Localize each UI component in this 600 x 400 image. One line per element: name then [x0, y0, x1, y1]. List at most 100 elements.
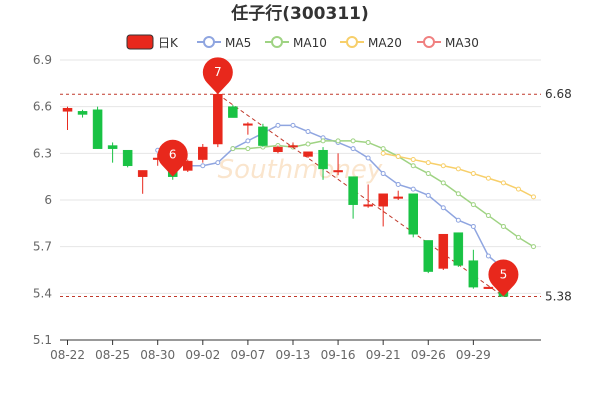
ma-point-ma5 — [215, 160, 221, 166]
ma-point-ma5 — [425, 192, 431, 198]
legend-swatch-circle — [271, 36, 283, 48]
candle — [243, 122, 253, 135]
candle-body — [77, 111, 88, 115]
ma-point-ma10 — [365, 139, 371, 145]
candle — [483, 286, 494, 289]
x-axis: 08-22 08-25 08-30 09-02 09-07 09-13 09-16 09-21… — [50, 339, 541, 362]
y-tick-label: 6.6 — [33, 100, 52, 114]
candle — [213, 91, 223, 148]
candle — [288, 142, 298, 148]
candle — [423, 240, 434, 274]
ma-point-ma10 — [335, 138, 341, 144]
legend-label: MA30 — [445, 36, 479, 50]
candle-body — [183, 160, 193, 171]
ma-point-ma10 — [500, 223, 506, 229]
candle — [258, 123, 268, 148]
candle — [183, 159, 193, 172]
legend-swatch-circle — [346, 36, 358, 48]
marker-pin: 7 — [202, 57, 233, 95]
ma-point-ma5 — [245, 138, 251, 144]
candle-body — [483, 286, 494, 289]
x-tick-label: 09-21 — [366, 348, 401, 362]
candle-body — [438, 233, 449, 269]
candle — [438, 233, 449, 270]
ma-point-ma10 — [485, 213, 491, 219]
candle-body — [122, 149, 133, 167]
ma-point-ma10 — [230, 146, 236, 152]
marker-pin-label: 7 — [214, 65, 222, 79]
ma-point-ma5 — [290, 122, 296, 128]
marker-pin: 5 — [488, 259, 519, 297]
candle-body — [393, 196, 403, 199]
candle — [303, 151, 313, 158]
legend: 日K MA5 MA10 MA20 MA30 — [126, 34, 479, 50]
ma-point-ma5 — [440, 205, 446, 211]
candle — [333, 153, 343, 176]
ma-point-ma5 — [305, 129, 311, 135]
candle — [77, 109, 88, 118]
ma-point-ma20 — [515, 186, 521, 192]
marker-pin-label: 5 — [500, 267, 508, 281]
candle-body — [288, 145, 298, 148]
ma-line-ma5 — [157, 124, 504, 270]
candle-body — [348, 176, 358, 205]
legend-swatch-circle — [423, 36, 435, 48]
ma-point-ma10 — [425, 171, 431, 177]
ma-point-ma10 — [320, 138, 326, 144]
ma-point-ma5 — [380, 171, 386, 177]
candle — [378, 193, 388, 227]
candle-body — [243, 123, 253, 126]
candle-body — [333, 170, 343, 173]
ma-point-ma10 — [455, 191, 461, 197]
ma-point-ma10 — [350, 138, 356, 144]
candle-body — [213, 93, 223, 145]
y-tick-label: 6.3 — [33, 146, 52, 160]
ma-point-ma20 — [395, 153, 401, 159]
legend-item-ma20: MA20 — [340, 36, 402, 50]
candle — [92, 106, 103, 149]
legend-label: MA10 — [293, 36, 327, 50]
x-tick-label: 09-16 — [321, 348, 356, 362]
y-tick-label: 5.1 — [33, 333, 52, 347]
ma-point-ma10 — [530, 244, 536, 250]
x-tick-label: 09-02 — [185, 348, 220, 362]
marker-pin-label: 6 — [169, 148, 177, 162]
candle — [318, 147, 328, 180]
candle — [122, 149, 133, 168]
candle — [107, 142, 118, 163]
ma-point-ma5 — [365, 155, 371, 161]
x-tick-label: 09-29 — [456, 348, 491, 362]
candle — [408, 193, 418, 238]
candle-body — [408, 193, 418, 235]
candle-body — [273, 146, 283, 153]
legend-swatch-circle — [203, 36, 215, 48]
candle — [348, 176, 358, 219]
marker-pin-shape — [202, 57, 233, 95]
ma-point-ma5 — [455, 217, 461, 223]
legend-label: 日K — [158, 36, 179, 50]
x-tick-label: 08-30 — [140, 348, 175, 362]
ma-point-ma20 — [440, 163, 446, 169]
candle-body — [423, 240, 434, 272]
ma-point-ma10 — [305, 141, 311, 147]
ma-point-ma10 — [410, 163, 416, 169]
candle — [62, 106, 73, 130]
legend-item-日k: 日K — [126, 34, 179, 50]
ma-point-ma10 — [515, 234, 521, 240]
ma-point-ma5 — [470, 223, 476, 229]
legend-label: MA5 — [225, 36, 251, 50]
ma-point-ma5 — [275, 122, 281, 128]
y-axis: 5.1 5.4 5.7 6 6.3 6.6 6.9 — [33, 53, 52, 347]
ma-point-ma5 — [395, 181, 401, 187]
x-tick-label: 09-13 — [276, 348, 311, 362]
legend-item-ma10: MA10 — [265, 36, 327, 50]
ma-point-ma10 — [440, 180, 446, 186]
reference-line-label: 6.68 — [545, 87, 572, 101]
candle — [273, 145, 283, 154]
candle-body — [92, 109, 103, 149]
legend-label: MA20 — [368, 36, 402, 50]
candle — [393, 190, 403, 200]
ma-point-ma20 — [455, 166, 461, 172]
y-tick-label: 6 — [44, 193, 52, 207]
